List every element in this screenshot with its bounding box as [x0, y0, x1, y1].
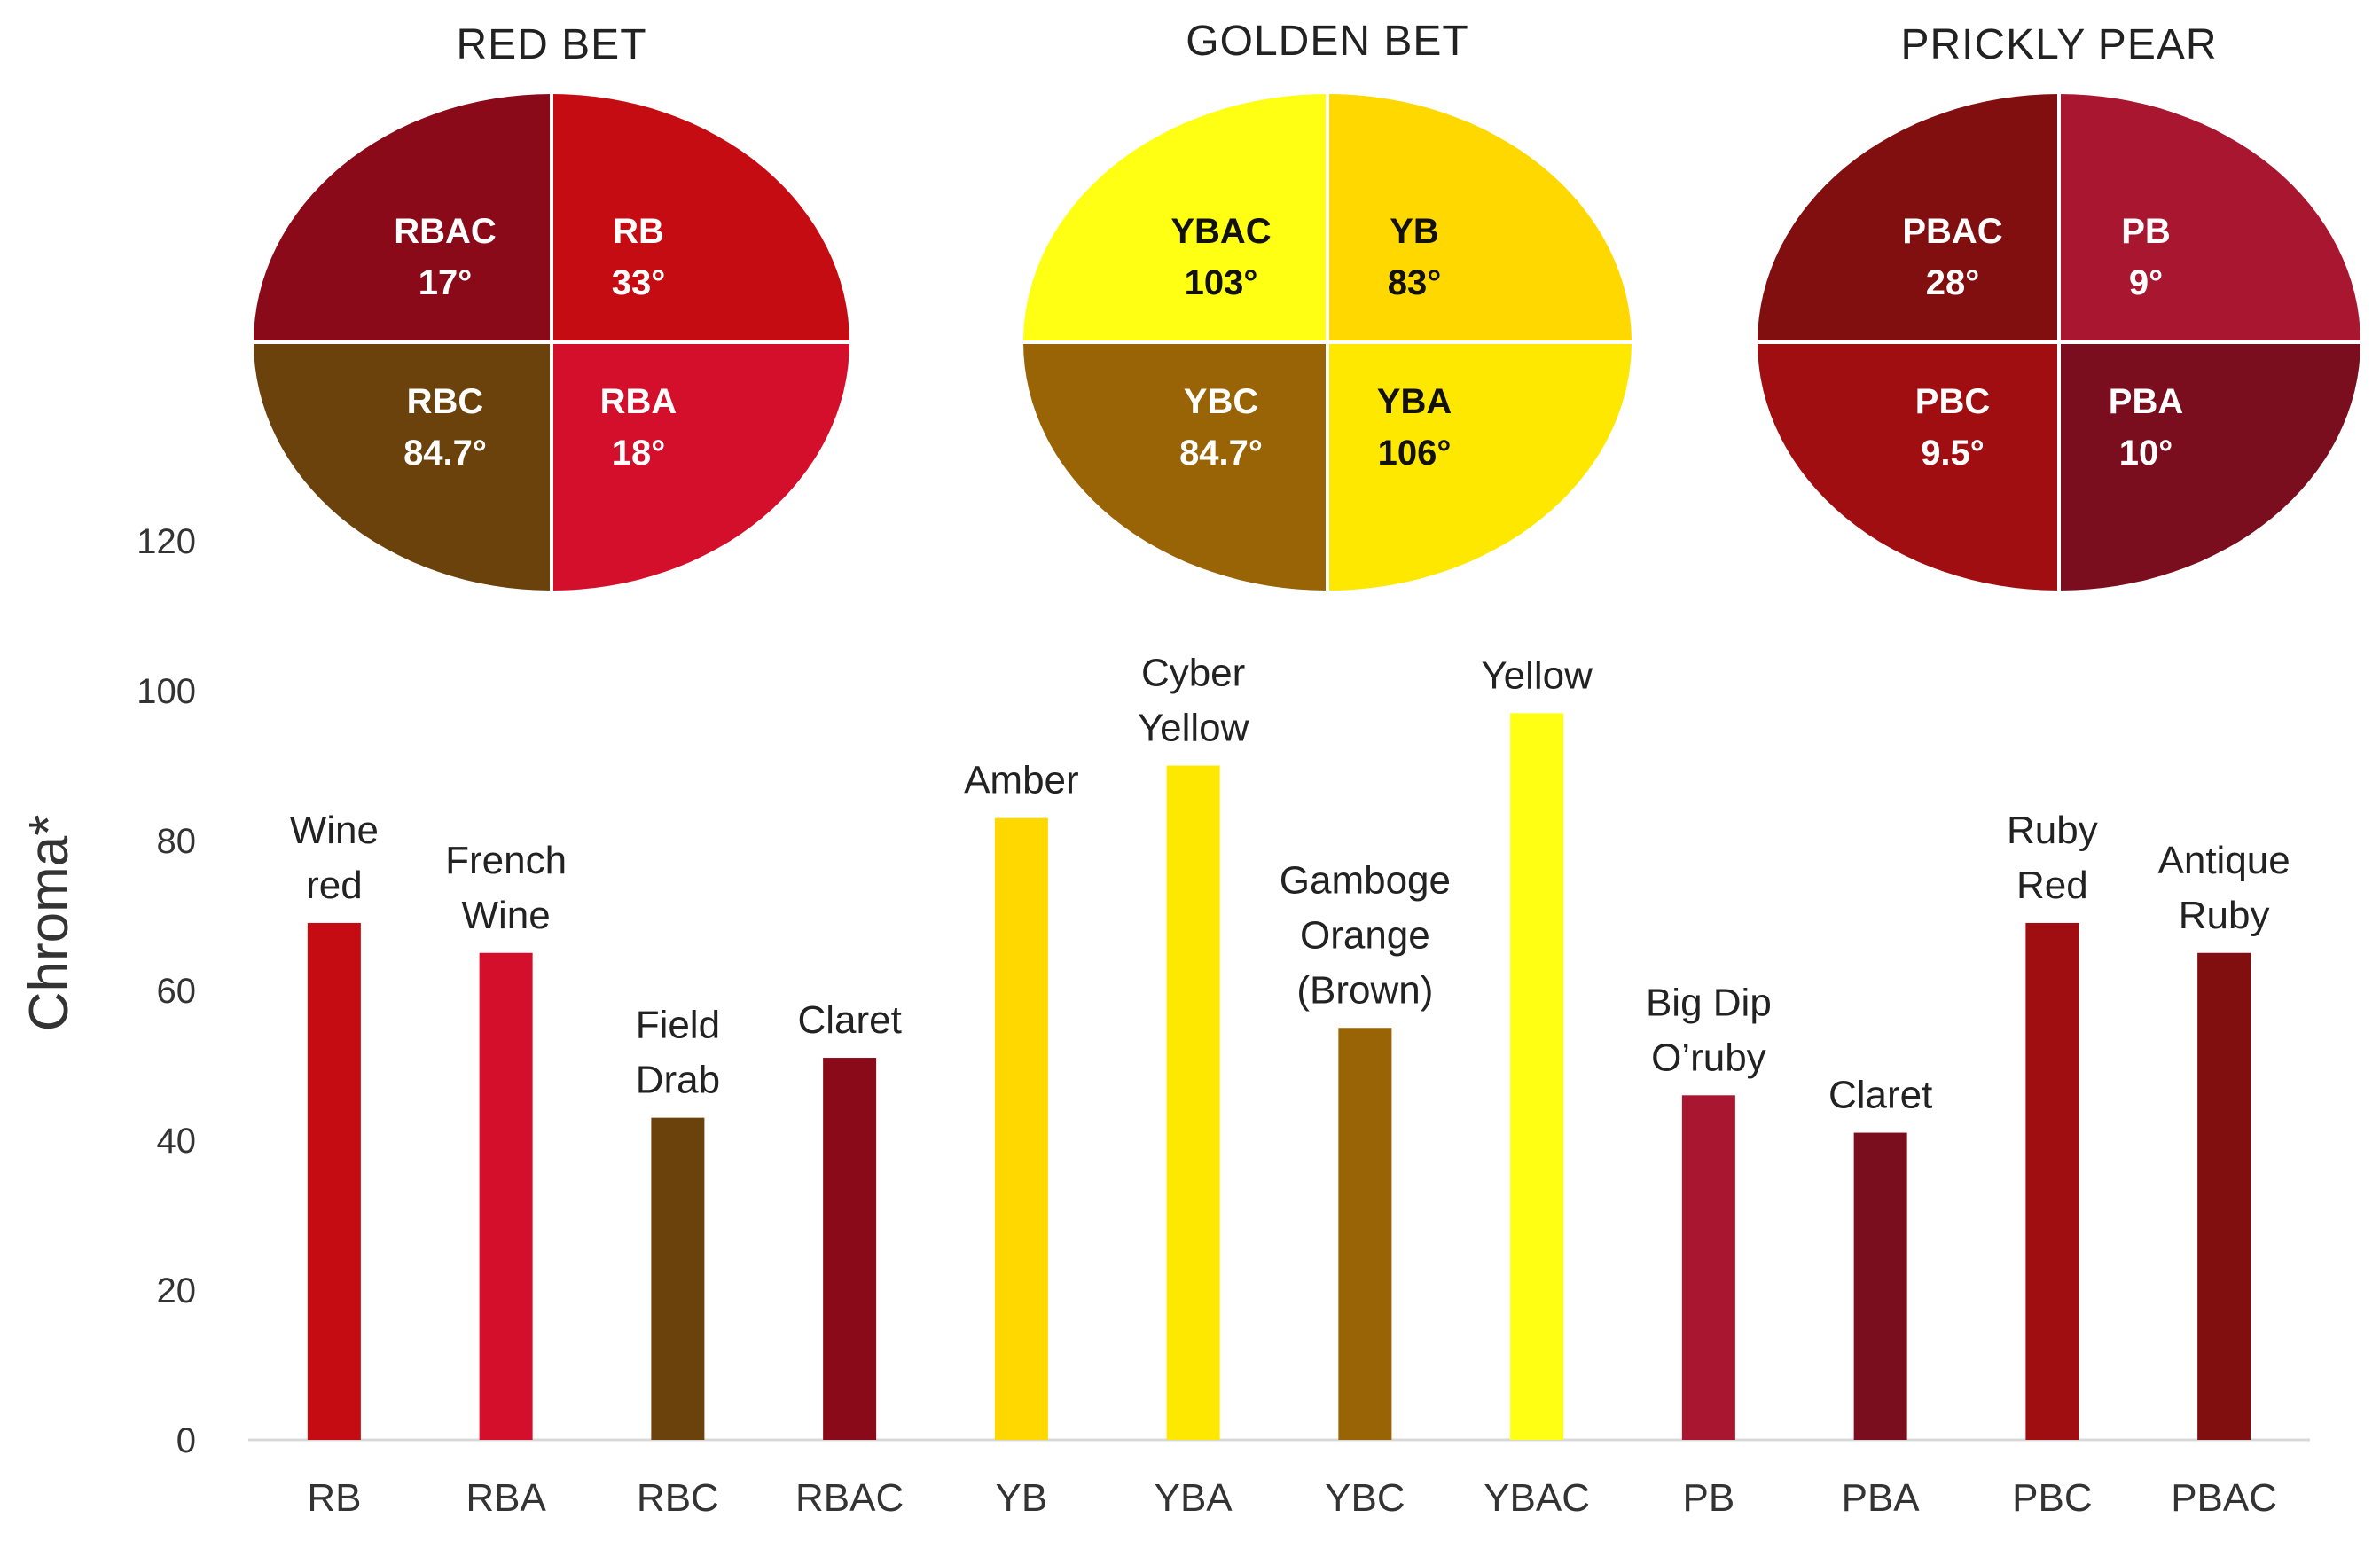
- y-axis-label: Chroma*: [19, 815, 80, 1032]
- y-tick-label: 40: [157, 1122, 197, 1161]
- quadrant-cell-pbc: [1758, 344, 2057, 591]
- quadrant-label-pbc: PBC: [1915, 382, 1990, 421]
- quadrant-cell-pba: [2061, 344, 2360, 591]
- bar-label-yba: Cyber Yellow: [1138, 652, 1249, 750]
- x-tick-label-rba: RBA: [466, 1476, 546, 1520]
- x-tick-label-ybc: YBC: [1325, 1476, 1405, 1520]
- quadrant-label-ybac: YBAC: [1170, 212, 1271, 251]
- bar-label-pb: Big Dip O’ruby: [1646, 981, 1772, 1079]
- quadrant-title: PRICKLY PEAR: [1900, 21, 2217, 68]
- bar-label-pbac: Antique Ruby: [2158, 839, 2290, 937]
- bar-pb: [1681, 1095, 1735, 1440]
- bar-label-ybc: Gamboge Orange (Brown): [1280, 858, 1451, 1012]
- bar-pbac: [2197, 952, 2251, 1440]
- quadrant-cell-rbc: [254, 344, 550, 591]
- quadrant-label-pbac: PBAC: [1902, 212, 2002, 251]
- y-tick-label: 80: [157, 822, 197, 861]
- quadrant-angle-pbc: 9.5°: [1921, 434, 1985, 473]
- x-tick-label-rbc: RBC: [637, 1476, 719, 1520]
- quadrant-angle-rbc: 84.7°: [403, 434, 487, 473]
- quadrant-angle-pb: 9°: [2129, 263, 2163, 302]
- quadrant-angle-pba: 10°: [2119, 434, 2173, 473]
- bar-rbc: [651, 1117, 705, 1440]
- quadrant-angle-rba: 18°: [612, 434, 666, 473]
- y-tick-label: 20: [157, 1271, 197, 1310]
- x-tick-label-pba: PBA: [1842, 1476, 1921, 1520]
- x-tick-label-ybac: YBAC: [1484, 1476, 1590, 1520]
- bar-label-rbc: Field Drab: [636, 1004, 720, 1102]
- quadrant-label-ybc: YBC: [1184, 382, 1258, 421]
- quadrant-cell-yb: [1329, 94, 1632, 340]
- bar-rbac: [823, 1058, 877, 1440]
- quadrant-cell-ybc: [1023, 344, 1326, 591]
- y-tick-label: 120: [137, 522, 196, 561]
- quadrant-label-pb: PB: [2121, 212, 2171, 251]
- y-tick-label: 100: [137, 672, 196, 711]
- bar-rb: [307, 922, 361, 1440]
- quadrant-angle-pbac: 28°: [1926, 263, 1980, 302]
- x-tick-label-yb: YB: [996, 1476, 1048, 1520]
- bar-label-rb: Wine red: [290, 809, 379, 907]
- bar-rba: [479, 952, 533, 1440]
- quadrant-title: RED BET: [456, 21, 646, 68]
- bar-ybac: [1510, 713, 1564, 1440]
- quadrant-chart-golden-bet: GOLDEN BET YBAC 103° YB 83° YBC 84.7° YBA 106°: [1023, 18, 1632, 591]
- bar-label-pba: Claret: [1828, 1074, 1932, 1117]
- bar-label-pbc: Ruby Red: [2007, 809, 2098, 907]
- quadrant-label-rba: RBA: [600, 382, 677, 421]
- x-tick-label-pb: PB: [1683, 1476, 1735, 1520]
- quadrant-chart-red-bet: RED BET RBAC 17° RB 33° RBC 84.7° RBA 18°: [254, 21, 849, 591]
- x-tick-label-pbc: PBC: [2012, 1476, 2092, 1520]
- quadrant-cell-rb: [553, 94, 849, 340]
- quadrant-cell-yba: [1329, 344, 1632, 591]
- quadrant-angle-yba: 106°: [1378, 434, 1452, 473]
- bar-chart: Chroma* 0 20 40 60 80 100 120 Wine red RB French Win…: [19, 522, 2310, 1520]
- bar-pba: [1853, 1132, 1907, 1440]
- bar-label-rbac: Claret: [797, 998, 901, 1042]
- x-tick-label-rb: RB: [307, 1476, 361, 1520]
- bar-label-rba: French Wine: [445, 839, 567, 937]
- quadrant-angle-yb: 83°: [1388, 263, 1442, 302]
- quadrant-angle-rbac: 17°: [419, 263, 473, 302]
- bar-yb: [994, 817, 1048, 1440]
- x-tick-label-rbac: RBAC: [795, 1476, 904, 1520]
- bar-label-yb: Amber: [964, 759, 1079, 802]
- bar-ybc: [1338, 1028, 1392, 1440]
- quadrant-label-yba: YBA: [1377, 382, 1452, 421]
- quadrant-cell-pb: [2061, 94, 2360, 340]
- y-tick-label: 0: [176, 1421, 196, 1460]
- y-tick-label: 60: [157, 972, 197, 1011]
- x-tick-label-pbac: PBAC: [2171, 1476, 2277, 1520]
- quadrant-label-rbc: RBC: [407, 382, 484, 421]
- quadrant-angle-ybac: 103°: [1185, 263, 1258, 302]
- quadrant-label-rbac: RBAC: [394, 212, 497, 251]
- bar-yba: [1166, 765, 1220, 1440]
- quadrant-label-yb: YB: [1390, 212, 1439, 251]
- quadrant-title: GOLDEN BET: [1186, 18, 1468, 65]
- quadrant-label-pba: PBA: [2109, 382, 2183, 421]
- bar-pbc: [2025, 922, 2079, 1440]
- quadrant-angle-ybc: 84.7°: [1179, 434, 1263, 473]
- quadrant-cell-rba: [553, 344, 849, 591]
- quadrant-chart-prickly-pear: PRICKLY PEAR PBAC 28° PB 9° PBC 9.5° PBA 10°: [1758, 21, 2360, 591]
- quadrant-label-rb: RB: [613, 212, 664, 251]
- quadrant-angle-rb: 33°: [612, 263, 666, 302]
- x-tick-label-yba: YBA: [1155, 1476, 1233, 1520]
- bar-label-ybac: Yellow: [1481, 653, 1593, 697]
